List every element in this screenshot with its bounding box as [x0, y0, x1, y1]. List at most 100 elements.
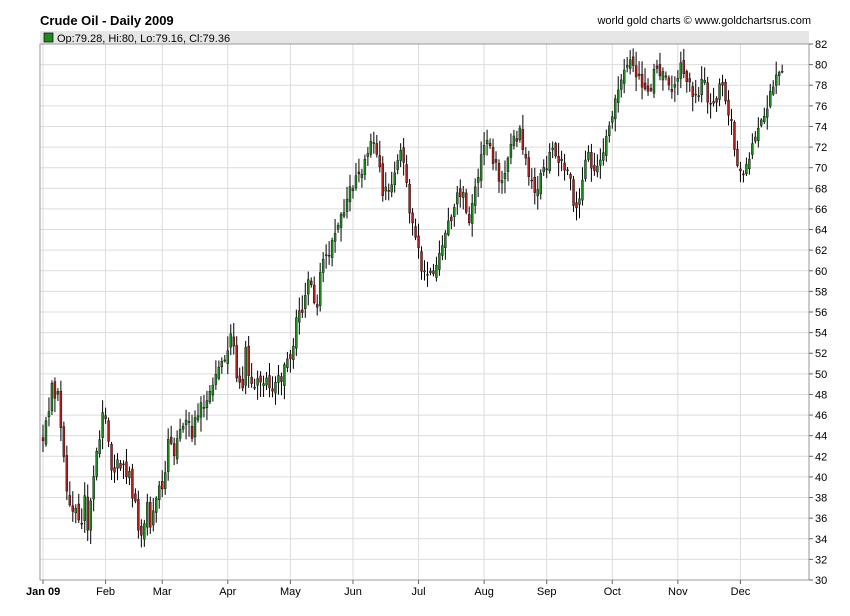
- candle-body: [533, 176, 536, 193]
- candle-body: [694, 93, 697, 96]
- candle-body: [709, 102, 712, 105]
- candle-body: [163, 472, 167, 489]
- x-tick-label: Dec: [731, 586, 751, 598]
- candle-body: [757, 127, 760, 141]
- candle-body: [47, 411, 51, 418]
- candle-body: [429, 270, 432, 273]
- candle-body: [310, 280, 313, 286]
- x-tick-label: Feb: [96, 586, 115, 598]
- candle-body: [628, 59, 632, 69]
- chart-header-band: [40, 31, 809, 44]
- candle-body: [286, 358, 289, 368]
- candle-body: [772, 86, 775, 95]
- candle-body: [700, 78, 703, 96]
- candle-body: [718, 83, 721, 100]
- candle-body: [307, 279, 310, 295]
- candle-body: [214, 374, 218, 385]
- candle-body: [727, 99, 730, 116]
- candle-body: [175, 438, 179, 460]
- candle-body: [691, 86, 694, 97]
- candle-body: [161, 481, 164, 490]
- candle-body: [596, 165, 599, 173]
- candle-body: [682, 60, 686, 74]
- candle-body: [271, 388, 274, 392]
- candle-body: [634, 65, 638, 78]
- candle-body: [545, 168, 548, 171]
- candle-body: [390, 184, 393, 193]
- candle-body: [611, 116, 614, 123]
- candle-body: [685, 71, 688, 82]
- candle-body: [226, 350, 229, 364]
- candle-body: [253, 386, 256, 389]
- candle-body: [622, 69, 626, 84]
- candle-body: [560, 158, 563, 162]
- candle-body: [721, 82, 724, 86]
- candle-body: [384, 186, 387, 192]
- y-tick-label: 44: [815, 431, 827, 443]
- candle-body: [661, 71, 665, 81]
- x-tick-label: Nov: [668, 586, 688, 598]
- candle-body: [262, 383, 265, 386]
- candle-body: [301, 309, 304, 313]
- candle-body: [199, 402, 203, 418]
- candle-body: [688, 78, 691, 83]
- y-tick-label: 60: [815, 266, 827, 278]
- candle-body: [462, 192, 465, 198]
- candle-body: [548, 151, 551, 172]
- candle-body: [283, 364, 286, 386]
- candle-body: [172, 443, 176, 457]
- candle-body: [739, 168, 742, 172]
- candle-body: [98, 439, 101, 454]
- y-tick-label: 30: [815, 575, 827, 587]
- candle-body: [417, 235, 420, 249]
- candle-body: [763, 116, 766, 123]
- candle-body: [673, 84, 677, 88]
- y-tick-label: 48: [815, 389, 827, 401]
- candle-body: [339, 213, 343, 228]
- candle-body: [158, 485, 161, 501]
- y-tick-label: 62: [815, 245, 827, 257]
- candle-body: [479, 154, 483, 181]
- y-tick-label: 32: [815, 554, 827, 566]
- candle-body: [184, 419, 188, 426]
- candle-body: [563, 162, 566, 171]
- candle-body: [542, 167, 545, 172]
- candle-body: [617, 89, 620, 103]
- candle-body: [503, 173, 507, 179]
- candle-body: [92, 476, 95, 500]
- candle-body: [238, 375, 241, 383]
- candle-body: [259, 375, 262, 383]
- candle-body: [59, 390, 63, 428]
- candle-body: [268, 375, 271, 389]
- candle-body: [712, 101, 715, 104]
- candle-body: [432, 270, 435, 275]
- candle-body: [697, 95, 700, 97]
- candle-body: [137, 499, 140, 531]
- candle-body: [447, 220, 450, 235]
- candle-body: [143, 523, 146, 540]
- candle-body: [62, 426, 66, 457]
- y-tick-label: 38: [815, 493, 827, 505]
- candle-body: [468, 214, 471, 224]
- y-tick-label: 56: [815, 307, 827, 319]
- candle-body: [244, 347, 247, 386]
- candle-body: [134, 493, 137, 502]
- candle-body: [450, 216, 453, 222]
- candle-body: [521, 129, 525, 150]
- candle-body: [229, 333, 232, 348]
- candle-body: [131, 468, 134, 499]
- candle-body: [777, 72, 781, 76]
- candles: [41, 48, 784, 548]
- candle-body: [703, 79, 706, 83]
- candle-body: [748, 158, 751, 170]
- x-tick-label: Jun: [344, 586, 362, 598]
- candle-body: [512, 135, 516, 146]
- candle-body: [536, 189, 539, 197]
- candle-body: [751, 143, 754, 155]
- candle-body: [459, 188, 462, 197]
- candle-body: [652, 69, 656, 94]
- candle-body: [119, 463, 122, 469]
- candle-body: [637, 73, 641, 76]
- candle-body: [655, 65, 659, 69]
